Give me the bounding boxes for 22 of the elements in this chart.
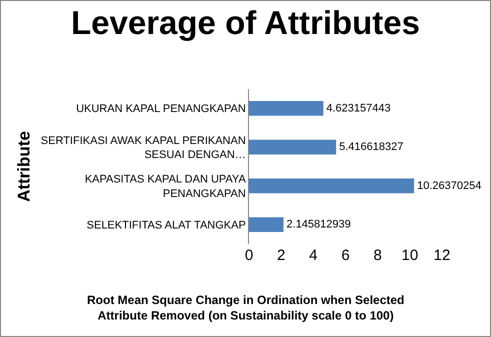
x-tick-label: 6 [341, 247, 350, 264]
data-label: 5.416618327 [339, 141, 404, 154]
y-tick-label: UKURAN KAPAL PENANGKAPAN [76, 103, 246, 116]
x-tick-label: 10 [401, 247, 418, 264]
data-label: 2.145812939 [286, 218, 351, 231]
x-tick-label: 4 [309, 247, 318, 264]
bar [249, 217, 284, 232]
y-tick-label: SERTIFIKASI AWAK KAPAL PERIKANAN SESUAI DENGAN… [40, 134, 246, 162]
data-label: 4.623157443 [326, 102, 391, 114]
data-label: 10.26370254 [417, 180, 482, 192]
bar [249, 140, 336, 154]
chart-title: Leverage of Attributes [70, 4, 420, 42]
y-axis-title: Attribute [14, 131, 34, 202]
x-tick-label: 12 [434, 247, 450, 264]
x-axis-title: Root Mean Square Change in Ordination when Selected Attribute Removed (on Sustainability scale 0 to 100) [87, 293, 404, 323]
y-tick-label: KAPASITAS KAPAL DAN UPAYA PENANGKAPAN [84, 174, 246, 200]
bar [249, 178, 414, 194]
bar [249, 101, 324, 116]
x-tick-label: 0 [244, 247, 254, 264]
x-tick-label: 8 [374, 247, 382, 264]
y-tick-label: SELEKTIFITAS ALAT TANGKAP [86, 219, 246, 232]
x-tick-label: 2 [277, 247, 286, 264]
